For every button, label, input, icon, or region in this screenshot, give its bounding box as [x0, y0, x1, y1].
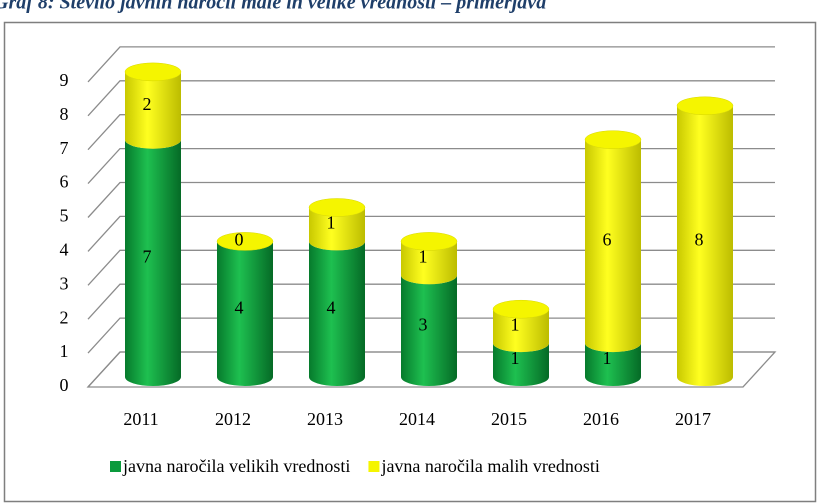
grid-line	[87, 249, 775, 286]
bar-segment	[217, 241, 273, 386]
data-label: 8	[695, 230, 704, 250]
data-label: 1	[511, 314, 520, 334]
legend-label: javna naročila velikih vrednosti	[122, 456, 350, 476]
bar-segment	[585, 343, 641, 386]
data-label: 4	[235, 297, 244, 317]
bar-segment	[309, 207, 366, 251]
grid-line	[87, 80, 775, 117]
data-label: 1	[511, 348, 520, 368]
data-label: 1	[603, 348, 612, 368]
x-tick-label: 2017	[675, 409, 711, 429]
y-tick-label: 4	[60, 240, 69, 260]
grid-line	[87, 283, 775, 320]
bar-cap	[492, 299, 550, 319]
y-tick-label: 8	[60, 104, 69, 124]
bar-cap	[124, 62, 182, 82]
y-tick-label: 7	[60, 138, 69, 158]
x-tick-label: 2016	[583, 409, 619, 429]
chart-border	[3, 21, 817, 503]
data-label: 0	[235, 230, 244, 250]
x-tick-label: 2011	[123, 409, 158, 429]
grid-line	[87, 181, 775, 218]
y-tick-label: 9	[60, 70, 69, 90]
data-label: 1	[419, 246, 428, 266]
legend-label: javna naročila malih vrednosti	[380, 456, 599, 476]
bar-segment	[309, 241, 366, 386]
bar-segment	[493, 309, 549, 353]
y-tick-label: 5	[60, 206, 69, 226]
y-tick-label: 3	[60, 273, 69, 293]
bar-cap	[400, 232, 458, 251]
data-label: 6	[603, 230, 612, 250]
y-tick-label: 6	[60, 172, 69, 192]
data-label: 7	[143, 246, 152, 266]
bar-segment	[401, 241, 457, 285]
x-tick-label: 2014	[399, 409, 435, 429]
bar-cap	[216, 232, 274, 251]
grid-line	[87, 215, 775, 252]
bar-segment	[125, 71, 181, 149]
legend-swatch	[110, 461, 121, 472]
grid-line	[87, 351, 775, 388]
data-label: 2	[143, 94, 152, 114]
grid-line	[87, 147, 775, 185]
grid-line	[87, 114, 775, 151]
bar-cap	[308, 198, 366, 217]
bar-cap	[676, 96, 734, 116]
bar-segment	[677, 105, 733, 387]
x-tick-label: 2012	[215, 409, 251, 429]
y-tick-label: 2	[60, 307, 69, 327]
bar-segment	[493, 343, 549, 386]
y-tick-label: 1	[60, 341, 69, 361]
grid-line	[87, 317, 775, 354]
x-tick-label: 2015	[491, 409, 527, 429]
data-label: 3	[419, 314, 428, 334]
bar-segment	[401, 275, 457, 386]
legend-swatch	[368, 461, 380, 472]
data-label: 1	[327, 213, 336, 233]
y-tick-label: 0	[60, 375, 69, 395]
data-label: 4	[327, 297, 336, 317]
bar-segment	[585, 139, 641, 353]
grid-line	[87, 46, 775, 83]
x-tick-label: 2013	[307, 409, 343, 429]
bar-segment	[125, 139, 181, 386]
bar-cap	[584, 130, 642, 149]
chart-title: Graf 8: Število javnih naročil male in v…	[0, 0, 546, 14]
